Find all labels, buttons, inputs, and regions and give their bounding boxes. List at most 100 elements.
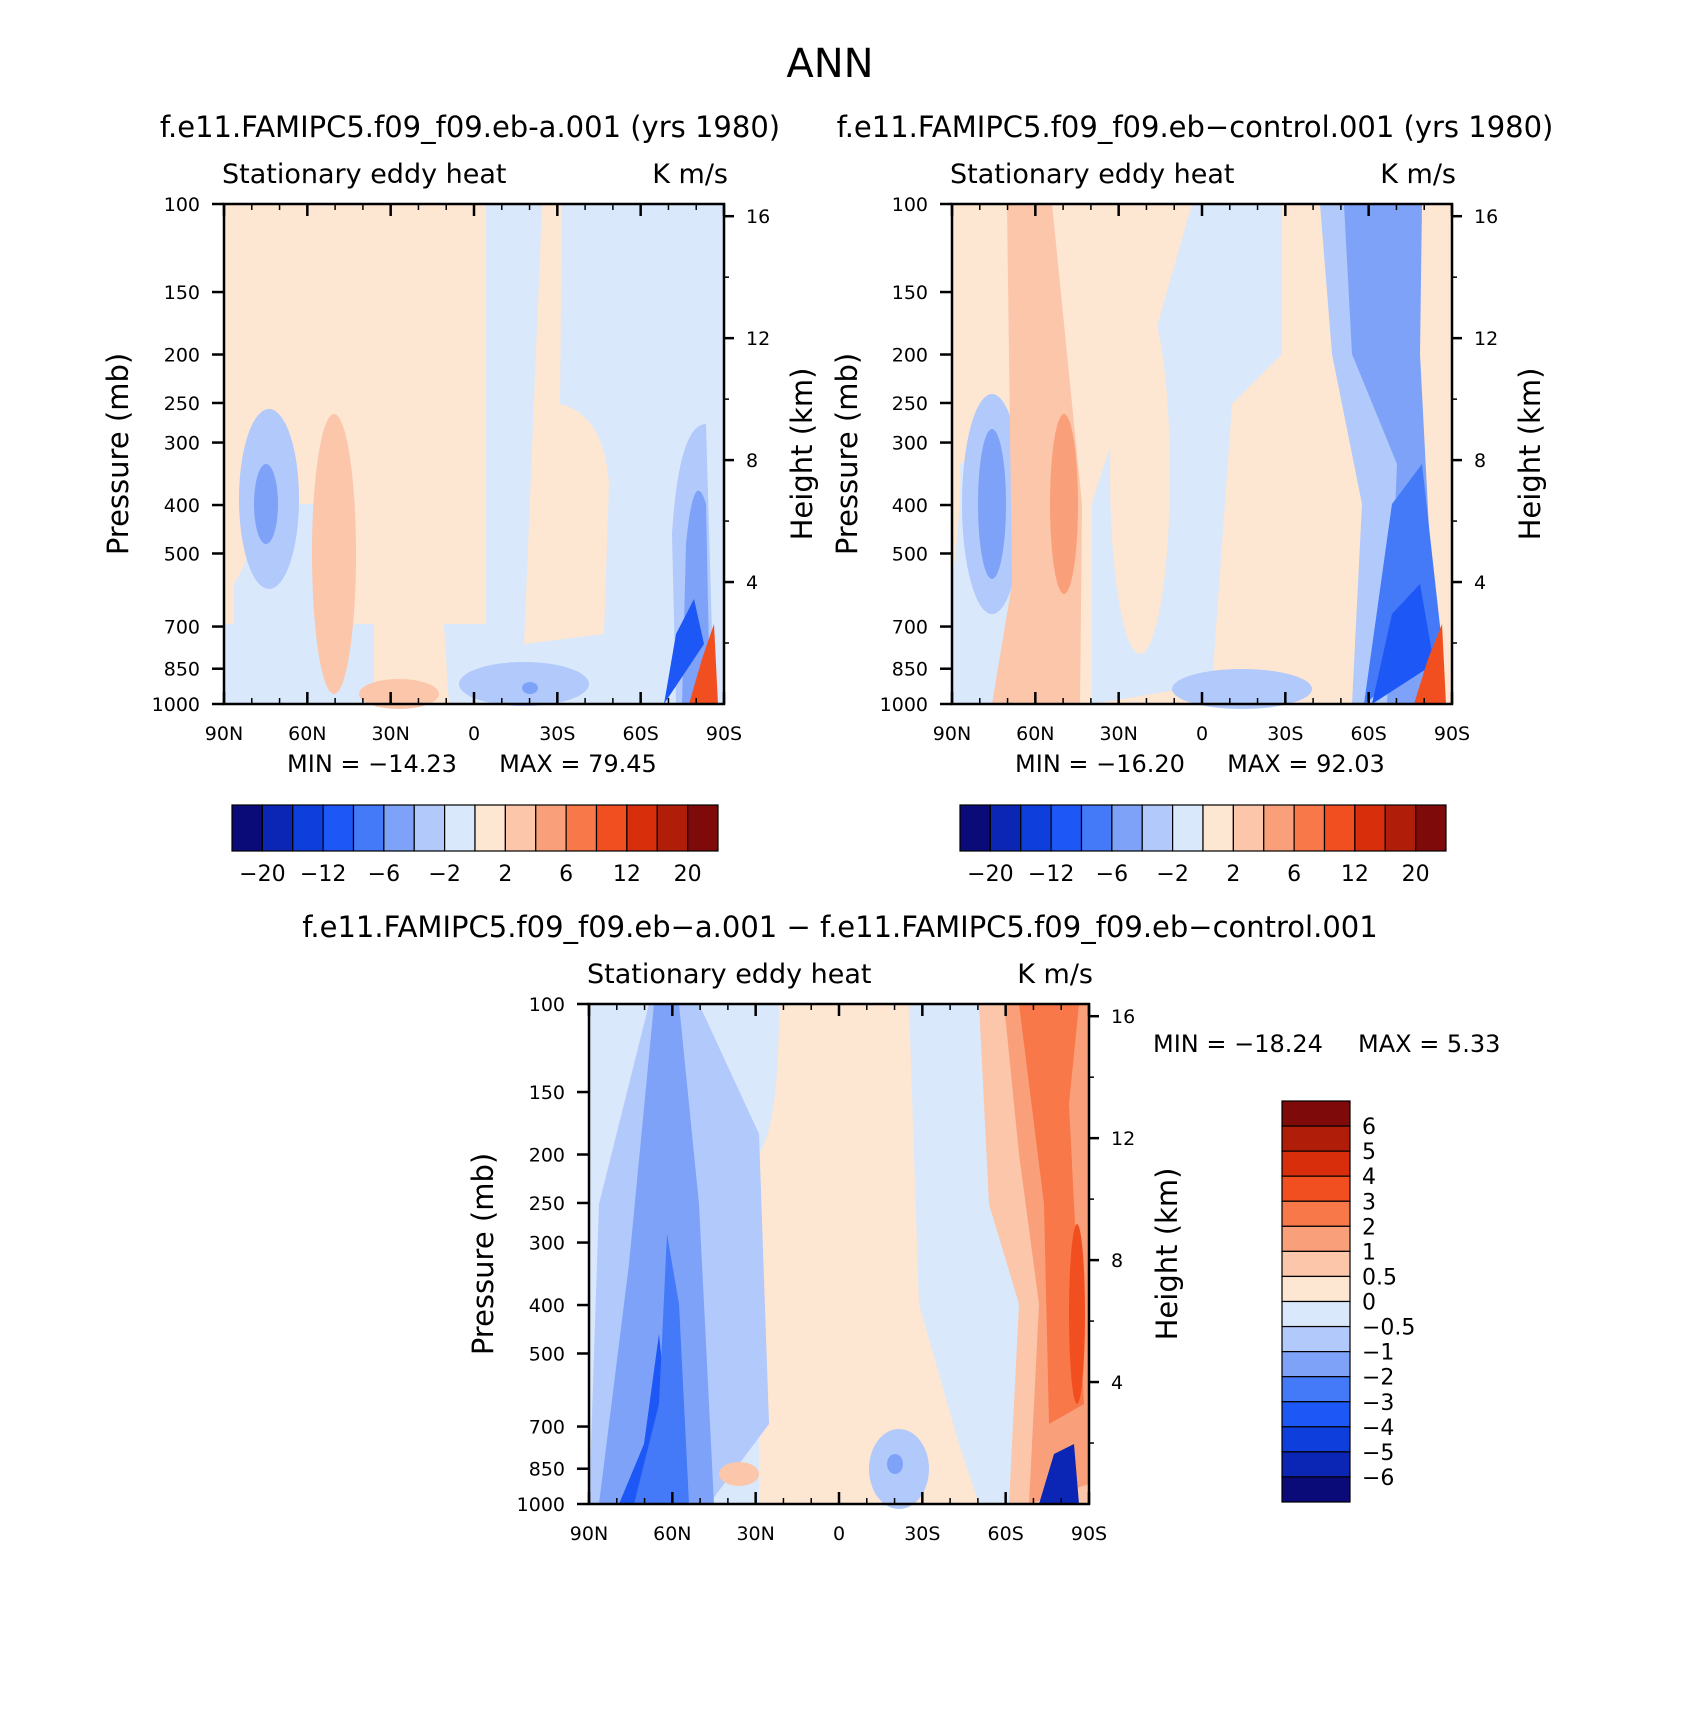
panel-c-region-sh-positive-core [1069, 1224, 1085, 1404]
panel-c-case-title: f.e11.FAMIPC5.f09_f09.eb−a.001 − f.e11.F… [302, 910, 1377, 944]
panel-a-colorbar-label: 20 [674, 862, 702, 887]
panel-a-ytick-label: 300 [164, 433, 200, 455]
panel-c-units: K m/s [1017, 959, 1093, 990]
panel-c-region-low-positive [719, 1462, 759, 1486]
panel-c-colorbar-label: 0 [1362, 1291, 1376, 1316]
panel-c-plot [589, 1004, 1089, 1509]
panel-a-colorbar-swatch [413, 804, 446, 852]
panel-b-colorbar-swatch [1050, 804, 1083, 852]
panel-c-ytick-label: 150 [529, 1082, 565, 1104]
panel-c-axes: 90N 60N 30N 0 30S 60S 90S 100 150 200 250 300 400 500… [517, 994, 1136, 1545]
figure-title: ANN [786, 41, 873, 87]
panel-a-colorbar-swatch [231, 804, 263, 852]
panel-b-colorbar-swatch [1172, 804, 1204, 852]
panel-c-htick-label: 12 [1111, 1128, 1135, 1150]
panel-a-colorbar-swatch [474, 804, 506, 852]
panel-a-xtick-label: 30S [539, 723, 575, 745]
panel-b-max-label: MAX = 92.03 [1227, 750, 1385, 778]
panel-a-colorbar-label: −2 [428, 862, 460, 887]
panel-b-colorbar: −20 −12 −6 −2 2 6 12 20 [959, 804, 1447, 887]
panel-a-ytick-label: 200 [164, 345, 200, 367]
panel-b-colorbar-swatch [1141, 804, 1174, 852]
panel-b-colorbar-swatch [959, 804, 991, 852]
panel-b-htick-label: 8 [1474, 450, 1486, 472]
panel-b-ylabel-right: Height (km) [1513, 368, 1547, 541]
panel-c-ytick-label: 400 [529, 1295, 565, 1317]
panel-b-region-midlat-strong [1050, 414, 1078, 594]
panel-a-region-subtropics-positive [524, 204, 609, 644]
panel-a: f.e11.FAMIPC5.f09_f09.eb-a.001 (yrs 1980… [101, 110, 819, 887]
panel-c-colorbar-label: −1 [1362, 1341, 1394, 1366]
panel-b-colorbar-swatch [1323, 804, 1356, 852]
panel-a-min-label: MIN = −14.23 [287, 750, 457, 778]
panel-a-ylabel-right: Height (km) [785, 368, 819, 541]
panel-c-colorbar-swatch [1281, 1376, 1351, 1403]
panel-a-htick-label: 8 [746, 450, 758, 472]
panel-b-htick-label: 4 [1474, 572, 1486, 594]
panel-b-colorbar-swatch [1354, 804, 1386, 852]
panel-c-colorbar-swatch [1281, 1175, 1351, 1202]
panel-b-xtick-label: 30N [1099, 723, 1137, 745]
panel-c-ytick-label: 850 [529, 1459, 565, 1481]
panel-c-region-nh-blue-strong [599, 1004, 714, 1504]
panel-c-region-polar-blue [1039, 1444, 1079, 1504]
panel-b-variable: Stationary eddy heat [950, 159, 1235, 190]
panel-b-colorbar-swatch [1020, 804, 1052, 852]
panel-b-xtick-label: 60S [1351, 723, 1387, 745]
panel-b-colorbar-swatch [1232, 804, 1265, 852]
panel-b-ytick-label: 850 [892, 659, 928, 681]
panel-c-colorbar-label: 5 [1362, 1140, 1376, 1165]
panel-c-colorbar-swatch [1281, 1451, 1351, 1478]
panel-a-colorbar-swatch [292, 804, 324, 852]
panel-c-ytick-label: 100 [529, 994, 565, 1016]
panel-c-colorbar-swatch [1281, 1325, 1351, 1353]
panel-a-colorbar-swatch [444, 804, 476, 852]
panel-c-colorbar-swatch [1281, 1426, 1351, 1453]
panel-c-colorbar-swatch [1281, 1401, 1351, 1428]
panel-b-colorbar-label: −20 [967, 862, 1013, 887]
panel-c-xtick-label: 90N [570, 1523, 608, 1545]
panel-b-axes: 90N 60N 30N 0 30S 60S 90S 100 150 200 250 300 400 500… [880, 194, 1499, 745]
panel-c-region-nh-blue-mid [634, 1234, 689, 1504]
panel-a-region-nh-blue-core [254, 464, 278, 544]
panel-a-colorbar-swatch [535, 804, 567, 852]
panel-c-colorbar-label: 1 [1362, 1240, 1376, 1265]
panel-c-colorbar-swatch [1281, 1150, 1351, 1177]
panel-b-colorbar-swatch [1263, 804, 1295, 852]
panel-c-colorbar-label: 2 [1362, 1215, 1376, 1240]
panel-b-ytick-label: 500 [892, 543, 928, 565]
panel-a-colorbar-label: 2 [498, 862, 512, 887]
panel-c-htick-label: 8 [1111, 1250, 1123, 1272]
panel-c-xtick-label: 60N [653, 1523, 691, 1545]
panel-b-region-polar-blue-core [1372, 584, 1434, 704]
panel-a-colorbar-swatch [322, 804, 355, 852]
panel-a-max-label: MAX = 79.45 [499, 750, 657, 778]
panel-b-colorbar-label: 2 [1226, 862, 1240, 887]
panel-a-htick-label: 4 [746, 572, 758, 594]
panel-b-colorbar-label: −6 [1096, 862, 1128, 887]
panel-a-colorbar: −20 −12 −6 −2 2 6 12 20 [231, 804, 719, 887]
panel-c-ylabel-right: Height (km) [1150, 1168, 1184, 1341]
panel-c-colorbar-label: −6 [1362, 1466, 1394, 1491]
panel-a-ytick-label: 100 [164, 194, 200, 216]
panel-a-colorbar-label: −12 [300, 862, 346, 887]
panel-b-min-label: MIN = −16.20 [1015, 750, 1185, 778]
panel-b-ylabel: Pressure (mb) [830, 353, 864, 555]
panel-b-xtick-label: 30S [1267, 723, 1303, 745]
panel-b-ytick-label: 200 [892, 345, 928, 367]
panel-b-colorbar-swatch [1080, 804, 1113, 852]
panel-c-xtick-label: 90S [1071, 1523, 1107, 1545]
panel-b-colorbar-label: 20 [1402, 862, 1430, 887]
panel-a-variable: Stationary eddy heat [222, 159, 507, 190]
panel-a-ytick-label: 250 [164, 393, 200, 415]
panel-b-region-sh-blue [1172, 669, 1312, 709]
panel-a-colorbar-label: 6 [559, 862, 573, 887]
panel-c-ylabel: Pressure (mb) [466, 1153, 500, 1355]
panel-a-ytick-label: 400 [164, 495, 200, 517]
panel-a-colorbar-swatch [565, 804, 598, 852]
panel-a-htick-label: 16 [746, 206, 770, 228]
panel-a-xtick-label: 60N [288, 723, 326, 745]
panel-c-colorbar-swatch [1281, 1275, 1351, 1303]
panel-b-colorbar-label: 12 [1341, 862, 1369, 887]
panel-a-units: K m/s [652, 159, 728, 190]
